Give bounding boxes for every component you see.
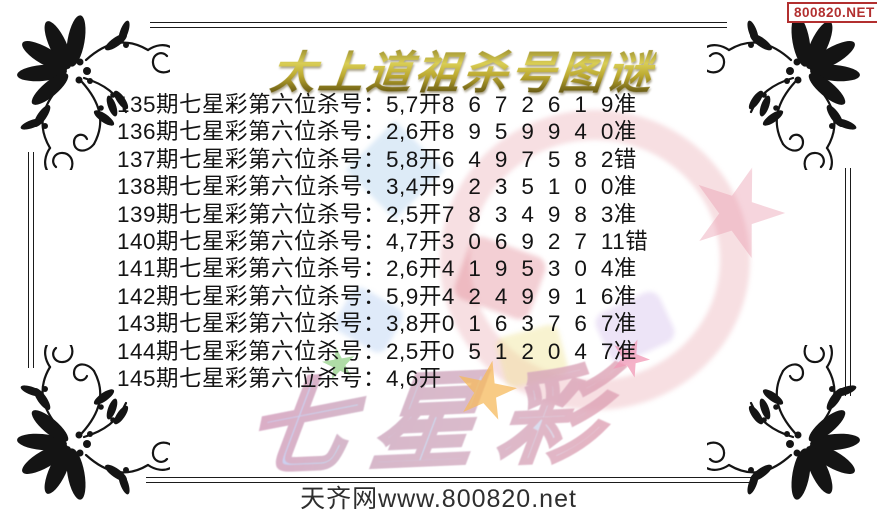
kill-number-row: 139期七星彩第六位杀号：2,5开7 8 3 4 9 8 3准 [117,201,637,227]
kill-number-row: 144期七星彩第六位杀号：2,5开0 5 1 2 0 4 7准 [117,338,637,364]
kill-number-row: 143期七星彩第六位杀号：3,8开0 1 6 3 7 6 7准 [117,311,637,337]
kill-number-list: 135期七星彩第六位杀号：5,7开8 6 7 2 6 1 9准 136期七星彩第… [117,91,648,392]
kill-number-row: 142期七星彩第六位杀号：5,9开4 2 4 9 9 1 6准 [117,283,637,309]
site-badge: 800820.NET [787,2,877,23]
frame-line-left [28,152,34,368]
kill-number-row: 138期七星彩第六位杀号：3,4开9 2 3 5 1 0 0准 [117,174,637,200]
kill-number-row: 137期七星彩第六位杀号：5,8开6 4 9 7 5 8 2错 [117,146,637,172]
footer-site-text: 天齐网www.800820.net [300,485,577,513]
kill-number-row: 145期七星彩第六位杀号：4,6开 [117,366,442,392]
frame-line-top [150,22,727,28]
kill-number-row: 136期七星彩第六位杀号：2,6开8 9 5 9 9 4 0准 [117,119,637,145]
frame-line-bottom [146,477,751,483]
watermark-star-icon [678,153,798,273]
kill-number-row: 135期七星彩第六位杀号：5,7开8 6 7 2 6 1 9准 [117,92,637,117]
kill-number-row: 140期七星彩第六位杀号：4,7开3 0 6 9 2 7 11错 [117,229,649,255]
kill-number-row: 141期七星彩第六位杀号：2,6开4 1 9 5 3 0 4准 [117,256,637,282]
corner-flourish-icon [707,0,877,170]
frame-line-right [845,168,851,396]
page-title: 太上道祖杀号图谜 [267,36,658,101]
